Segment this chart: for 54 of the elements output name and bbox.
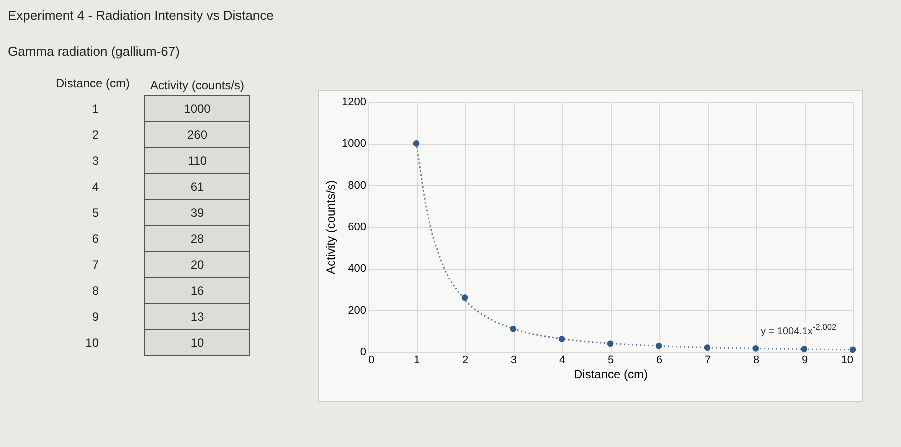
x-tick-label: 2 <box>462 354 469 366</box>
y-tick-label: 0 <box>360 346 366 358</box>
y-tick-label: 1000 <box>342 138 366 150</box>
point <box>752 346 760 352</box>
chart-subtitle: Gamma radiation (gallium-67) <box>8 44 180 59</box>
y-tick-label: 2 <box>92 128 100 142</box>
y-tick-label: 4 <box>92 180 100 194</box>
data-label: 16 <box>190 284 204 298</box>
x-tick-label: 1 <box>414 354 420 366</box>
point <box>704 344 711 351</box>
y-tick-label: 800 <box>348 180 366 192</box>
point <box>607 340 614 348</box>
data-label: 28 <box>190 232 204 246</box>
data-label: 10 <box>190 336 204 350</box>
x-tick-label: 8 <box>753 354 760 366</box>
data-label: 61 <box>190 180 204 194</box>
y-tick-label: 5 <box>92 206 100 220</box>
annotation: y = 1004.1x$^{-2.002}$ <box>761 322 837 338</box>
y-tick-label: 3 <box>92 154 100 168</box>
x-tick-label: 3 <box>510 354 518 366</box>
data-label: 260 <box>187 128 208 142</box>
point <box>462 294 468 301</box>
y-tick-label: 7 <box>92 258 100 272</box>
point <box>850 346 856 354</box>
y-tick-label: 8 <box>92 284 100 298</box>
point <box>801 346 808 352</box>
y-tick-label: 10 <box>86 336 100 350</box>
x-axis-title: Distance (cm) <box>574 368 648 382</box>
y-axis-title: Distance (cm) <box>56 76 130 90</box>
data-label: 1000 <box>184 102 212 116</box>
data-label: 20 <box>190 258 204 272</box>
y-tick-label: 1200 <box>342 96 366 108</box>
y-tick-label: 400 <box>348 263 366 276</box>
x-tick-label: 9 <box>802 354 808 366</box>
x-tick-label: 5 <box>608 354 614 366</box>
x-tick-label: 10 <box>841 354 854 366</box>
y-tick-label: 6 <box>92 232 100 246</box>
point <box>413 140 420 147</box>
y-axis-title: Activity (counts/s) <box>324 180 338 275</box>
y-tick-label: 200 <box>348 304 366 317</box>
y-tick-label: 9 <box>92 310 100 324</box>
point <box>656 343 662 350</box>
x-tick-label: 4 <box>559 354 566 366</box>
x-tick-label: 7 <box>704 354 712 366</box>
data-label: 13 <box>190 310 204 324</box>
x-tick-label: 6 <box>656 354 663 366</box>
point <box>510 326 517 332</box>
y-tick-label: 600 <box>348 222 366 234</box>
point <box>558 336 566 342</box>
x-tick-label: 0 <box>368 354 375 366</box>
data-label: 39 <box>190 206 204 220</box>
data-label: 110 <box>188 154 208 168</box>
y-tick-label: 1 <box>92 102 100 116</box>
chart-title: Experiment 4 - Radiation Intensity vs Distance <box>8 8 274 23</box>
